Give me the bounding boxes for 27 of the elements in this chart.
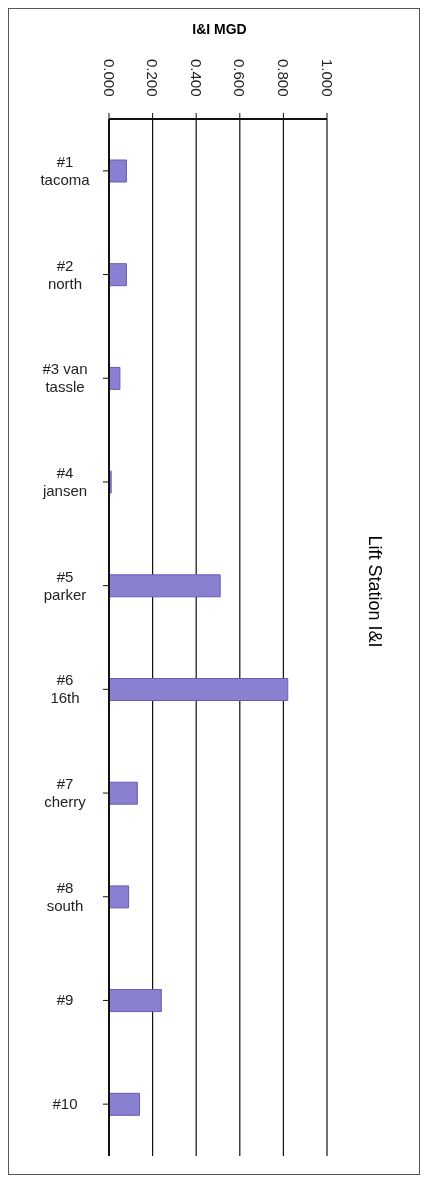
y-tick-label: #2 north (47, 256, 83, 292)
x-tick-label: 0.800 (274, 59, 292, 97)
bar (109, 263, 127, 287)
y-tick-label: #9 (56, 991, 74, 1009)
x-tick-label: 0.200 (144, 59, 162, 97)
y-tick-label: #10 (52, 1095, 78, 1113)
bar (109, 1092, 141, 1116)
y-tick-label: #1 tacoma (40, 152, 91, 188)
y-tick-label: #7 cherry (44, 775, 87, 811)
y-tick-label: #3 van tassle (42, 360, 88, 396)
y-tick-label: #5 parker (43, 567, 87, 603)
y-tick-label: #8 south (46, 878, 84, 914)
y-tick-label: #4 jansen (41, 463, 88, 499)
bar (109, 159, 127, 183)
bar (109, 781, 138, 805)
x-tick-label: 1.000 (318, 59, 336, 97)
x-tick-label: 0.400 (187, 59, 205, 97)
bar (109, 678, 289, 701)
bar (109, 574, 221, 598)
x-tick-label: 0.600 (231, 59, 249, 97)
text: Lift Station I&I (363, 535, 385, 648)
x-axis-title: I&I MGD (191, 21, 248, 37)
bar (109, 885, 130, 909)
x-tick-label: 0.000 (100, 59, 118, 97)
bar (109, 366, 121, 390)
bar (109, 989, 162, 1013)
y-tick-label: #6 16th (50, 671, 80, 707)
